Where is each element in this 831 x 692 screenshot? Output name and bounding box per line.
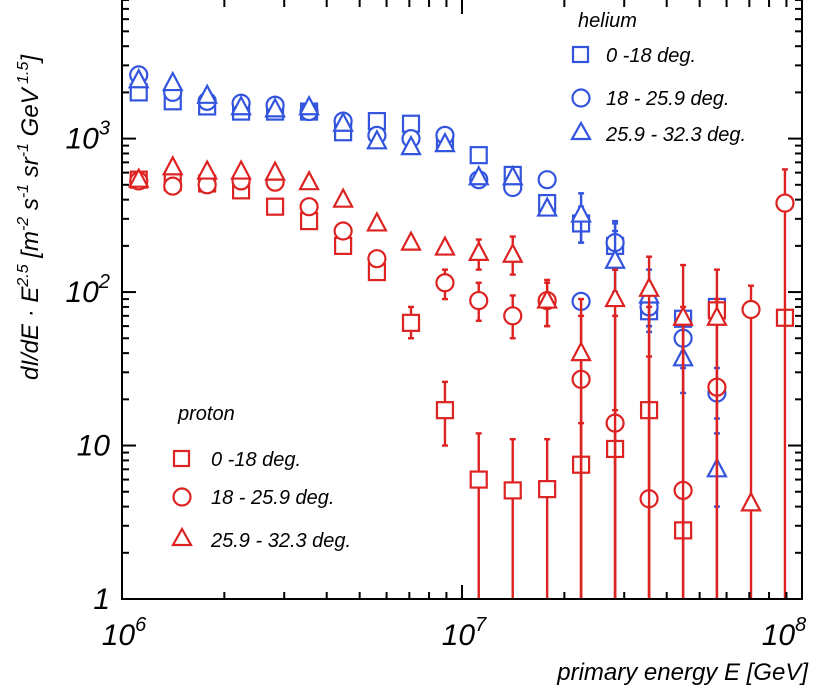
- triangle-marker: [366, 211, 388, 232]
- triangle-marker: [127, 167, 150, 188]
- series-helium-circle: [129, 65, 727, 420]
- y-tick-label: 103: [66, 118, 111, 156]
- triangle-marker: [434, 235, 456, 256]
- triangle-marker: [400, 134, 422, 156]
- triangle-marker: [467, 164, 490, 186]
- legend-title: proton: [177, 403, 235, 425]
- triangle-marker: [570, 340, 592, 362]
- x-tick-label: 106: [102, 614, 147, 652]
- circle-marker-icon: [571, 88, 591, 108]
- square-marker: [469, 470, 488, 489]
- triangle-marker: [400, 230, 422, 251]
- square-marker: [401, 313, 421, 332]
- triangle-marker: [332, 187, 354, 208]
- triangle-marker: [298, 94, 320, 116]
- tick-labels: 106 107 108 1 10 102 103: [66, 118, 807, 652]
- legend-entry: 18 - 25.9 deg.: [571, 88, 729, 110]
- y-tick-label: 1: [93, 583, 110, 616]
- triangle-marker: [264, 160, 286, 181]
- triangle-marker: [196, 159, 218, 180]
- x-tick-label: 107: [442, 614, 487, 652]
- triangle-marker: [536, 288, 558, 309]
- triangle-marker: [672, 305, 694, 326]
- square-marker-icon: [571, 45, 590, 64]
- triangle-marker-icon: [570, 120, 592, 141]
- series-helium-square: [129, 83, 727, 334]
- legend-label: 0 -18 deg.: [606, 45, 696, 67]
- triangle-marker: [230, 159, 252, 180]
- triangle-marker: [604, 248, 626, 269]
- triangle-marker: [230, 94, 252, 116]
- legend-proton: proton 0 -18 deg. 18 - 25.9 deg. 25.9 - …: [171, 403, 351, 552]
- circle-marker: [503, 306, 523, 326]
- circle-marker: [299, 197, 319, 217]
- triangle-marker: [434, 131, 456, 153]
- triangle-marker: [332, 111, 354, 132]
- y-tick-label: 10: [77, 430, 111, 463]
- circle-marker: [775, 193, 795, 213]
- circle-marker: [741, 299, 761, 320]
- triangle-marker: [264, 97, 286, 118]
- circle-marker: [163, 176, 183, 196]
- x-axis-title: primary energy E [GeV]: [556, 659, 809, 686]
- legend-helium: helium 0 -18 deg. 18 - 25.9 deg. 25.9 - …: [570, 10, 746, 146]
- circle-marker-icon: [172, 487, 192, 507]
- triangle-marker: [161, 154, 184, 176]
- triangle-marker: [706, 305, 728, 326]
- circle-marker: [469, 290, 489, 311]
- data-points: [127, 65, 795, 599]
- legend-label: 25.9 - 32.3 deg.: [210, 530, 351, 552]
- series-proton-triangle: [127, 154, 762, 599]
- triangle-marker: [740, 491, 762, 512]
- triangle-marker: [638, 276, 660, 297]
- triangle-marker: [501, 242, 524, 263]
- square-marker: [265, 197, 285, 216]
- legend-label: 25.9 - 32.3 deg.: [605, 124, 746, 146]
- square-marker: [435, 401, 455, 420]
- legend-entry: 25.9 - 32.3 deg.: [570, 120, 746, 146]
- legend-label: 0 -18 deg.: [211, 449, 301, 471]
- square-marker: [503, 481, 522, 500]
- x-tick-label: 108: [762, 614, 807, 652]
- circle-marker: [537, 170, 557, 190]
- triangle-marker: [161, 70, 184, 92]
- y-tick-label: 102: [66, 271, 111, 309]
- legend-label: 18 - 25.9 deg.: [606, 88, 729, 110]
- square-marker: [538, 480, 557, 499]
- y-axis-title: dI/dE · E2.5 [m-2 s-1 sr-1 GeV 1.5]: [15, 54, 44, 380]
- circle-marker: [333, 221, 353, 241]
- square-marker: [469, 146, 488, 165]
- triangle-marker: [127, 67, 150, 89]
- legend-entry: 0 -18 deg.: [172, 449, 301, 471]
- triangle-marker-icon: [171, 526, 193, 547]
- legend-entry: 18 - 25.9 deg.: [172, 487, 334, 509]
- triangle-marker: [467, 240, 490, 261]
- axes: [121, 0, 803, 600]
- circle-marker: [367, 249, 387, 269]
- circle-marker: [435, 273, 455, 293]
- legend-label: 18 - 25.9 deg.: [211, 487, 334, 509]
- legend-title: helium: [578, 10, 637, 32]
- triangle-marker: [366, 128, 388, 150]
- legend-entry: 25.9 - 32.3 deg.: [171, 526, 351, 552]
- triangle-marker: [570, 202, 592, 223]
- triangle-marker: [604, 286, 626, 308]
- square-marker-icon: [172, 449, 191, 468]
- series-helium-triangle: [127, 67, 728, 508]
- triangle-marker: [196, 83, 218, 104]
- triangle-marker: [501, 164, 524, 186]
- triangle-marker: [536, 196, 558, 217]
- triangle-marker: [298, 169, 320, 191]
- legend-entry: 0 -18 deg.: [571, 45, 696, 67]
